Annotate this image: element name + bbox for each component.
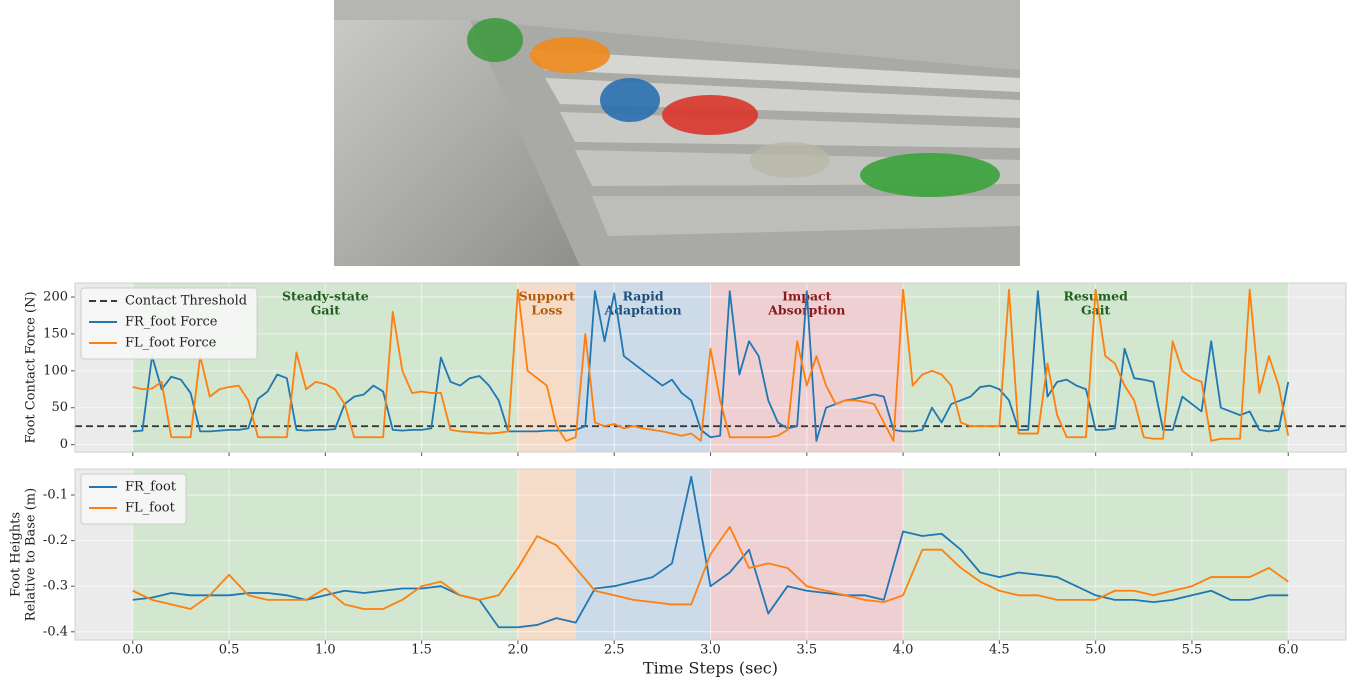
- x-tick-label: 2.0: [508, 643, 529, 658]
- series-line: [132, 288, 1290, 442]
- photo: [334, 0, 1020, 266]
- y-tick-label: -0.2: [43, 533, 68, 548]
- region-label: Adaptation: [604, 303, 682, 318]
- x-tick-label: 6.0: [1278, 643, 1299, 658]
- x-tick-label: 3.0: [700, 643, 721, 658]
- y-tick-label: 200: [43, 290, 68, 305]
- y-tick-label: 0: [60, 437, 68, 452]
- y-tick-label: 50: [51, 400, 68, 415]
- x-axis-label: Time Steps (sec): [643, 659, 778, 678]
- region-label: Gait: [1081, 303, 1111, 318]
- x-tick-label: 1.0: [315, 643, 336, 658]
- legend-label: Contact Threshold: [125, 294, 247, 309]
- x-tick-label: 4.0: [893, 643, 914, 658]
- series-line: [132, 526, 1289, 610]
- axes-frame: [74, 468, 1347, 641]
- y-tick-label: -0.1: [43, 487, 68, 502]
- y-tick-label: -0.4: [43, 624, 68, 639]
- legend-label: FL_foot Force: [125, 336, 217, 351]
- x-tick-label: 0.5: [219, 643, 240, 658]
- x-tick-label: 3.5: [796, 643, 817, 658]
- x-tick-label: 5.5: [1182, 643, 1203, 658]
- x-tick-label: 5.0: [1085, 643, 1106, 658]
- axes-frame: [74, 282, 1347, 453]
- region-label: Steady-state: [282, 289, 369, 304]
- axes: 0.0 0.5 1.0 1.5 2.0 2.5 3.0 3.5 4.0 4.5 5.0 5.5 6.0 -…: [9, 468, 1347, 678]
- legend-label: FR_foot Force: [125, 315, 218, 330]
- y-axis-label: Foot Contact Force (N): [24, 291, 39, 443]
- phase-region: [517, 469, 576, 640]
- y-axis-label: Foot Heights: [9, 512, 24, 597]
- y-tick-label: -0.3: [43, 579, 68, 594]
- series-line: [132, 290, 1290, 442]
- legend-box: [80, 287, 258, 360]
- series-line: [132, 475, 1289, 629]
- phase-region: [575, 469, 711, 640]
- region-label: Loss: [531, 303, 562, 318]
- x-tick-label: 2.5: [604, 643, 625, 658]
- x-tick-label: 1.5: [411, 643, 432, 658]
- y-tick-label: 100: [43, 363, 68, 378]
- x-tick-label: 4.5: [989, 643, 1010, 658]
- legend-label: FL_foot: [125, 501, 176, 516]
- x-tick-label: 0.0: [122, 643, 143, 658]
- region-label: Rapid: [623, 289, 664, 304]
- region-label: Gait: [311, 303, 341, 318]
- region-label: Support: [519, 289, 576, 304]
- y-tick-label: 150: [43, 326, 68, 341]
- y-axis-label: Relative to Base (m): [24, 488, 39, 621]
- legend-label: FR_foot: [125, 480, 177, 495]
